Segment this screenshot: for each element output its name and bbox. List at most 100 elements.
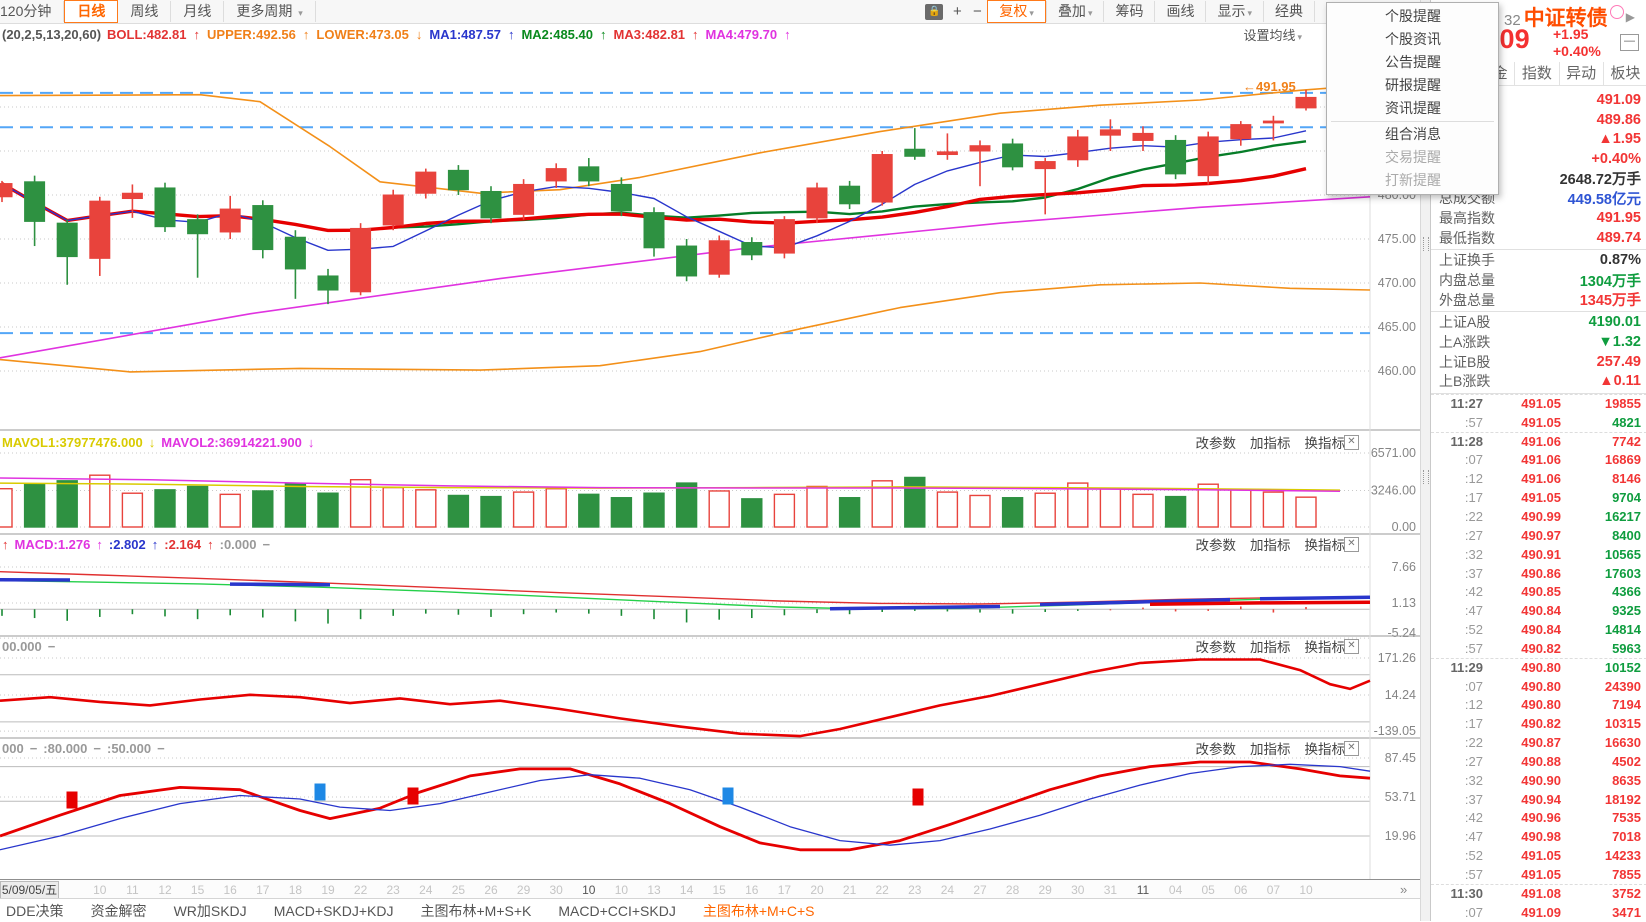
tick-volume: 4366 xyxy=(1612,584,1641,600)
indicator-value: BOLL:482.81 xyxy=(107,27,187,42)
quote-row: 上A涨跌 ▼1.32 xyxy=(1431,332,1646,352)
panel-tab-异动[interactable]: 异动 xyxy=(1558,62,1603,85)
indicator-tab-MACD+SKDJ+KDJ[interactable]: MACD+SKDJ+KDJ xyxy=(273,902,394,919)
indicator-tab-主图布林+M+S+K[interactable]: 主图布林+M+S+K xyxy=(420,902,532,919)
panel-tab-板块[interactable]: 板块 xyxy=(1602,62,1646,85)
pane-link-换指标[interactable]: 换指标 xyxy=(1304,640,1346,655)
tick-price: 490.88 xyxy=(1521,753,1561,769)
expand-arrow-icon[interactable]: ▶ xyxy=(1625,10,1635,24)
x-axis-label: 23 xyxy=(908,883,922,897)
menu-item-个股提醒[interactable]: 个股提醒 xyxy=(1385,8,1441,24)
pane-link-加指标[interactable]: 加指标 xyxy=(1250,436,1291,451)
toolbar-button-经典[interactable]: 经典 xyxy=(1263,1,1314,22)
indicator-value: UPPER:492.56 xyxy=(207,27,296,42)
period-tab-120分钟[interactable]: 120分钟 xyxy=(0,1,65,22)
x-axis-label: 04 xyxy=(1168,883,1183,897)
tick-price: 490.91 xyxy=(1521,546,1561,562)
indicator-tab-DDE决策[interactable]: DDE决策 xyxy=(6,902,64,919)
toolbar-button-复权[interactable]: 复权 ▾ xyxy=(987,0,1046,23)
quote-value: 1345万手 xyxy=(1579,293,1641,310)
tick-volume: 17603 xyxy=(1604,565,1641,581)
collapse-button[interactable]: — xyxy=(1620,34,1639,51)
menu-item-研报提醒[interactable]: 研报提醒 xyxy=(1385,77,1441,93)
tick-volume: 7855 xyxy=(1612,867,1641,883)
period-tab-日线[interactable]: 日线 xyxy=(64,0,119,23)
tick-volume: 24390 xyxy=(1604,678,1641,694)
close-icon[interactable]: ✕ xyxy=(1344,639,1359,654)
x-axis-label: 31 xyxy=(1103,883,1118,897)
pane-link-改参数[interactable]: 改参数 xyxy=(1195,742,1237,757)
tick-volume: 9325 xyxy=(1612,603,1641,619)
axis-expand-icon[interactable]: » xyxy=(1400,882,1408,897)
tick-row: 11:28 491.06 7742 xyxy=(1431,431,1646,451)
toolbar-button-画线[interactable]: 画线 xyxy=(1154,1,1205,22)
x-axis-label: 19 xyxy=(321,883,335,897)
pane-link-换指标[interactable]: 换指标 xyxy=(1304,538,1346,553)
pane-link-加指标[interactable]: 加指标 xyxy=(1250,640,1291,655)
period-tab-更多周期[interactable]: 更多周期 ▾ xyxy=(224,1,316,22)
tick-price: 490.96 xyxy=(1521,810,1561,826)
indicator-tab-MACD+CCI+SKDJ[interactable]: MACD+CCI+SKDJ xyxy=(558,902,676,919)
indicator-value: − xyxy=(93,740,101,756)
tick-price: 490.97 xyxy=(1521,527,1561,543)
pane-link-改参数[interactable]: 改参数 xyxy=(1195,640,1237,655)
pane-link-换指标[interactable]: 换指标 xyxy=(1304,436,1346,451)
pane-link-加指标[interactable]: 加指标 xyxy=(1250,538,1291,553)
ma-settings-button[interactable]: 设置均线 ▾ xyxy=(1243,28,1302,43)
lock-icon[interactable]: 🔒 xyxy=(925,3,944,20)
stock-badge-icon xyxy=(1609,5,1624,19)
indicator-value: ↓ xyxy=(307,434,315,450)
x-axis-label: 10 xyxy=(93,883,107,897)
panel-tab-指数[interactable]: 指数 xyxy=(1514,62,1558,85)
tick-row: :17 491.05 9704 xyxy=(1464,490,1641,506)
quote-label: 上证B股 xyxy=(1439,353,1491,370)
tick-price: 490.98 xyxy=(1521,829,1561,845)
close-icon[interactable]: ✕ xyxy=(1344,435,1359,450)
toolbar-button-筹码[interactable]: 筹码 xyxy=(1103,1,1154,22)
zoom-in-button[interactable]: + xyxy=(953,3,962,20)
toolbar-button-显示[interactable]: 显示 ▾ xyxy=(1205,1,1263,22)
x-axis-label: 12 xyxy=(158,883,172,897)
indicator-value: ↑ xyxy=(507,27,515,42)
menu-item-组合消息[interactable]: 组合消息 xyxy=(1385,126,1441,142)
indicator-value: ↑ xyxy=(151,536,159,552)
period-tab-月线[interactable]: 月线 xyxy=(171,1,225,22)
menu-item-个股资讯[interactable]: 个股资讯 xyxy=(1385,31,1441,47)
tick-list[interactable]: 11:27 491.05 19855:57 491.05 4821 11:28 491.06… xyxy=(1431,393,1646,921)
indicator-tab-资金解密[interactable]: 资金解密 xyxy=(90,902,147,919)
svg-text:19.96: 19.96 xyxy=(1385,829,1416,843)
indicator-bar: (20,2,5,13,20,60) BOLL:482.81 ↑ UPPER:492.… xyxy=(0,24,1420,45)
menu-item-公告提醒[interactable]: 公告提醒 xyxy=(1385,54,1441,70)
vertical-scrollbar[interactable] xyxy=(1420,0,1430,921)
x-axis-label: 14 xyxy=(679,883,694,897)
zoom-out-button[interactable]: − xyxy=(973,3,982,20)
tick-volume: 16630 xyxy=(1604,735,1641,751)
quote-value: 491.95 xyxy=(1596,209,1641,226)
indicator-value: 00.000 xyxy=(2,638,42,654)
indicator-value: 000 xyxy=(2,740,24,756)
indicator-value: ↑ xyxy=(207,536,214,552)
indicator-tab-WR加SKDJ[interactable]: WR加SKDJ xyxy=(173,902,247,919)
x-axis-label: 23 xyxy=(386,883,400,897)
scrollbar-grip[interactable] xyxy=(1423,237,1429,251)
quote-row: 上证A股 4190.01 xyxy=(1431,313,1646,333)
pane-link-加指标[interactable]: 加指标 xyxy=(1250,742,1291,757)
tick-volume: 16217 xyxy=(1604,508,1641,524)
indicator-tab-主图布林+M+C+S[interactable]: 主图布林+M+C+S xyxy=(702,902,815,919)
close-icon[interactable]: ✕ xyxy=(1344,741,1359,756)
pane-link-改参数[interactable]: 改参数 xyxy=(1195,538,1237,553)
pane-link-换指标[interactable]: 换指标 xyxy=(1304,742,1346,757)
period-tabs: 120分钟 日线 周线 月线 更多周期 ▾ xyxy=(0,0,316,23)
close-icon[interactable]: ✕ xyxy=(1344,537,1359,552)
x-axis-label: 20 xyxy=(810,883,824,897)
svg-text:470.00: 470.00 xyxy=(1378,276,1416,290)
tick-row: :37 490.94 18192 xyxy=(1464,791,1641,807)
scrollbar-grip[interactable] xyxy=(1423,470,1429,484)
stock-header: 32 中证转债 ▶ xyxy=(1431,2,1646,30)
period-tab-周线[interactable]: 周线 xyxy=(118,1,172,22)
x-axis-label: 16 xyxy=(745,883,759,897)
quote-row: 489.86 xyxy=(1431,110,1646,130)
menu-item-资讯提醒[interactable]: 资讯提醒 xyxy=(1385,100,1441,116)
pane-link-改参数[interactable]: 改参数 xyxy=(1195,436,1237,451)
toolbar-button-叠加[interactable]: 叠加 ▾ xyxy=(1045,1,1104,22)
